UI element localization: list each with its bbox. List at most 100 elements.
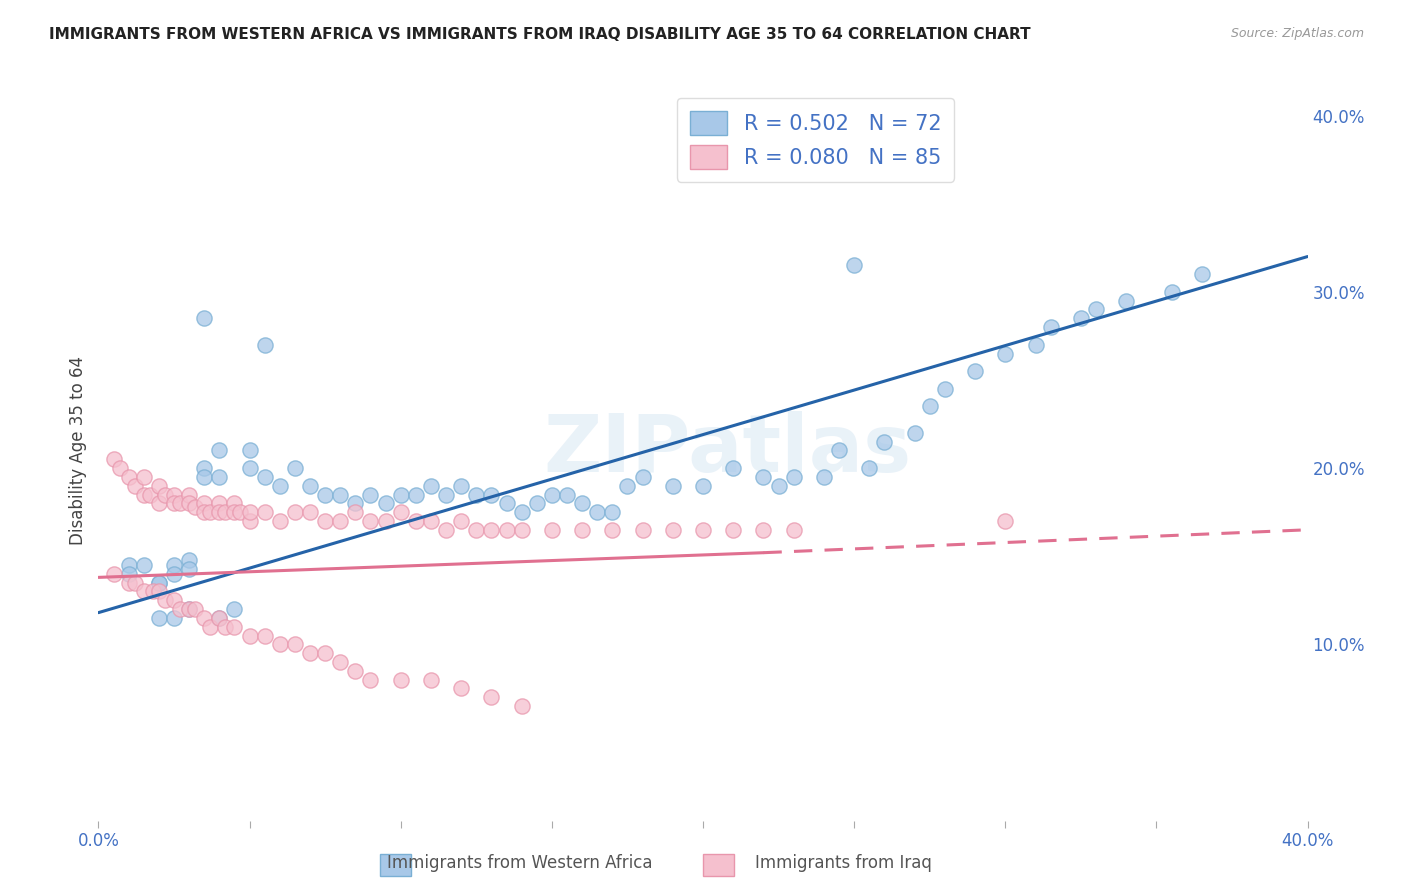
Point (389, 487, 412, 501)
Point (661, 523, 683, 537)
Point (118, 470, 141, 484)
Point (214, 505, 236, 519)
Point (768, 479, 790, 493)
Point (571, 496, 593, 510)
Point (420, 479, 443, 493)
Point (142, 584, 165, 599)
Point (314, 487, 336, 501)
Point (163, 593, 186, 607)
Point (208, 443, 231, 458)
Point (555, 487, 578, 501)
Text: Immigrants from Western Africa: Immigrants from Western Africa (388, 855, 652, 872)
Point (239, 443, 262, 458)
Point (208, 470, 231, 484)
Point (858, 461, 880, 475)
Point (994, 514, 1017, 528)
Point (103, 566, 125, 581)
Point (631, 523, 654, 537)
Point (1191, 267, 1213, 281)
Legend: R = 0.502   N = 72, R = 0.080   N = 85: R = 0.502 N = 72, R = 0.080 N = 85 (678, 98, 953, 182)
Point (329, 514, 352, 528)
Point (1115, 293, 1137, 308)
Point (132, 558, 155, 572)
Point (314, 646, 336, 660)
Point (118, 575, 141, 590)
Text: Source: ZipAtlas.com: Source: ZipAtlas.com (1230, 27, 1364, 40)
Point (148, 575, 170, 590)
Point (253, 337, 276, 351)
Point (193, 496, 215, 510)
Point (602, 505, 624, 519)
Point (540, 487, 562, 501)
Point (224, 496, 246, 510)
Point (586, 505, 609, 519)
Point (224, 602, 246, 616)
Point (269, 514, 291, 528)
Point (723, 461, 745, 475)
Point (1085, 302, 1108, 317)
FancyBboxPatch shape (703, 854, 734, 876)
Point (344, 664, 367, 678)
Point (495, 523, 517, 537)
Point (844, 259, 866, 273)
Point (465, 487, 488, 501)
Point (510, 505, 533, 519)
Y-axis label: Disability Age 35 to 64: Disability Age 35 to 64 (69, 356, 87, 545)
Point (602, 523, 624, 537)
Point (965, 364, 987, 378)
Point (239, 514, 262, 528)
Point (299, 479, 322, 493)
Point (374, 496, 396, 510)
Point (510, 699, 533, 714)
Point (253, 505, 276, 519)
Point (389, 673, 412, 687)
Point (179, 602, 201, 616)
Point (148, 575, 170, 590)
Point (526, 496, 548, 510)
Point (934, 382, 956, 396)
Point (631, 470, 654, 484)
Point (405, 514, 427, 528)
Point (510, 523, 533, 537)
Point (420, 514, 443, 528)
Point (214, 620, 236, 634)
Point (208, 496, 231, 510)
Text: ZIPatlas: ZIPatlas (543, 411, 911, 490)
Point (163, 611, 186, 625)
Point (495, 496, 517, 510)
Point (344, 496, 367, 510)
Point (752, 470, 775, 484)
Point (132, 470, 155, 484)
Point (163, 558, 186, 572)
Point (193, 311, 215, 326)
Point (828, 443, 851, 458)
Point (360, 487, 382, 501)
Point (179, 561, 201, 575)
Point (224, 505, 246, 519)
Point (904, 425, 927, 440)
Point (148, 479, 170, 493)
Point (873, 434, 896, 449)
Point (253, 470, 276, 484)
Point (208, 611, 231, 625)
Point (314, 514, 336, 528)
Point (329, 655, 352, 669)
Point (163, 566, 186, 581)
Point (179, 487, 201, 501)
Point (284, 637, 307, 651)
Point (118, 558, 141, 572)
Point (124, 575, 146, 590)
Point (420, 673, 443, 687)
Point (179, 496, 201, 510)
Point (918, 400, 941, 414)
Point (229, 505, 252, 519)
Point (132, 584, 155, 599)
FancyBboxPatch shape (380, 854, 411, 876)
Point (752, 523, 775, 537)
Point (169, 602, 191, 616)
Point (344, 505, 367, 519)
Point (994, 346, 1017, 360)
Point (450, 479, 472, 493)
Point (239, 628, 262, 642)
Point (299, 646, 322, 660)
